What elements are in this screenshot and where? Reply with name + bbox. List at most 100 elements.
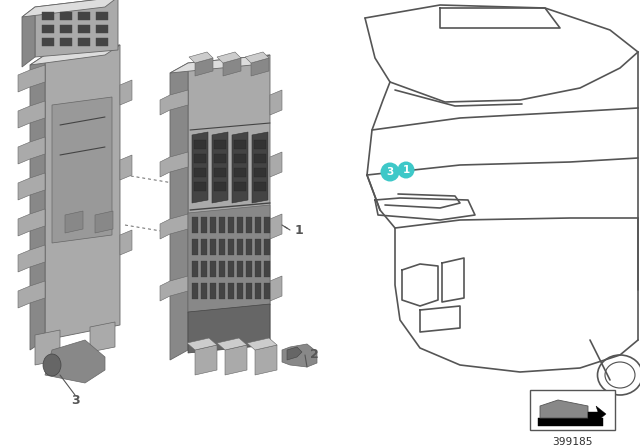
Ellipse shape (43, 354, 61, 376)
Bar (78, 12, 90, 20)
Bar (237, 261, 243, 277)
Polygon shape (282, 344, 317, 367)
Bar (254, 168, 266, 177)
Polygon shape (189, 52, 213, 63)
Bar (214, 168, 226, 177)
Bar (60, 12, 72, 20)
Polygon shape (120, 155, 132, 180)
Polygon shape (287, 347, 302, 360)
Bar (219, 217, 225, 233)
Bar (254, 182, 266, 191)
Bar (255, 239, 261, 255)
Polygon shape (120, 230, 132, 255)
Bar (254, 140, 266, 149)
Bar (42, 12, 54, 20)
Polygon shape (195, 345, 217, 375)
Polygon shape (90, 322, 115, 352)
Polygon shape (18, 209, 45, 236)
Polygon shape (187, 338, 217, 350)
Bar (234, 140, 246, 149)
Bar (96, 25, 108, 33)
Polygon shape (45, 45, 120, 340)
Polygon shape (35, 330, 60, 365)
Bar (246, 261, 252, 277)
Text: 2: 2 (310, 349, 319, 362)
Bar (60, 38, 72, 46)
Polygon shape (270, 90, 282, 115)
Bar (201, 283, 207, 299)
Polygon shape (18, 281, 45, 308)
Bar (78, 38, 90, 46)
Polygon shape (188, 205, 270, 313)
Polygon shape (217, 338, 247, 350)
Bar (214, 154, 226, 163)
Polygon shape (18, 245, 45, 272)
Polygon shape (232, 132, 248, 203)
Bar (194, 182, 206, 191)
Polygon shape (52, 97, 112, 243)
Bar (201, 239, 207, 255)
Bar (219, 261, 225, 277)
Polygon shape (251, 58, 269, 76)
Polygon shape (160, 152, 188, 177)
Polygon shape (540, 400, 588, 418)
Polygon shape (195, 58, 213, 76)
Bar (214, 182, 226, 191)
Bar (219, 239, 225, 255)
Polygon shape (65, 211, 83, 233)
Bar (96, 12, 108, 20)
Bar (228, 239, 234, 255)
Bar (264, 217, 270, 233)
Bar (192, 239, 198, 255)
Polygon shape (270, 214, 282, 239)
Polygon shape (588, 406, 606, 422)
Polygon shape (18, 137, 45, 164)
Polygon shape (192, 132, 208, 203)
Polygon shape (255, 345, 277, 375)
Circle shape (397, 161, 415, 178)
Polygon shape (35, 0, 118, 57)
Bar (192, 261, 198, 277)
Bar (192, 217, 198, 233)
Polygon shape (160, 276, 188, 301)
Bar (246, 217, 252, 233)
Bar (255, 217, 261, 233)
Polygon shape (95, 211, 113, 233)
Bar (194, 140, 206, 149)
Bar (237, 239, 243, 255)
Bar (264, 261, 270, 277)
Polygon shape (270, 152, 282, 177)
Polygon shape (252, 132, 268, 203)
Polygon shape (217, 52, 241, 63)
Bar (237, 217, 243, 233)
Bar (201, 217, 207, 233)
Bar (264, 239, 270, 255)
Bar (234, 182, 246, 191)
Bar (246, 239, 252, 255)
Text: 3: 3 (387, 167, 394, 177)
Bar (78, 25, 90, 33)
Polygon shape (170, 63, 188, 360)
Polygon shape (30, 45, 120, 65)
Polygon shape (270, 276, 282, 301)
Polygon shape (18, 173, 45, 200)
Bar (210, 239, 216, 255)
Polygon shape (18, 101, 45, 128)
Bar (255, 283, 261, 299)
Bar (264, 283, 270, 299)
Bar (234, 168, 246, 177)
Polygon shape (223, 58, 241, 76)
Polygon shape (160, 90, 188, 115)
Bar (194, 154, 206, 163)
Bar (254, 154, 266, 163)
Bar (228, 283, 234, 299)
Polygon shape (18, 65, 45, 92)
Bar (246, 283, 252, 299)
Bar (538, 418, 603, 426)
Polygon shape (188, 304, 270, 353)
Polygon shape (120, 80, 132, 105)
Polygon shape (188, 55, 270, 350)
Bar (42, 25, 54, 33)
Bar (201, 261, 207, 277)
Bar (234, 154, 246, 163)
